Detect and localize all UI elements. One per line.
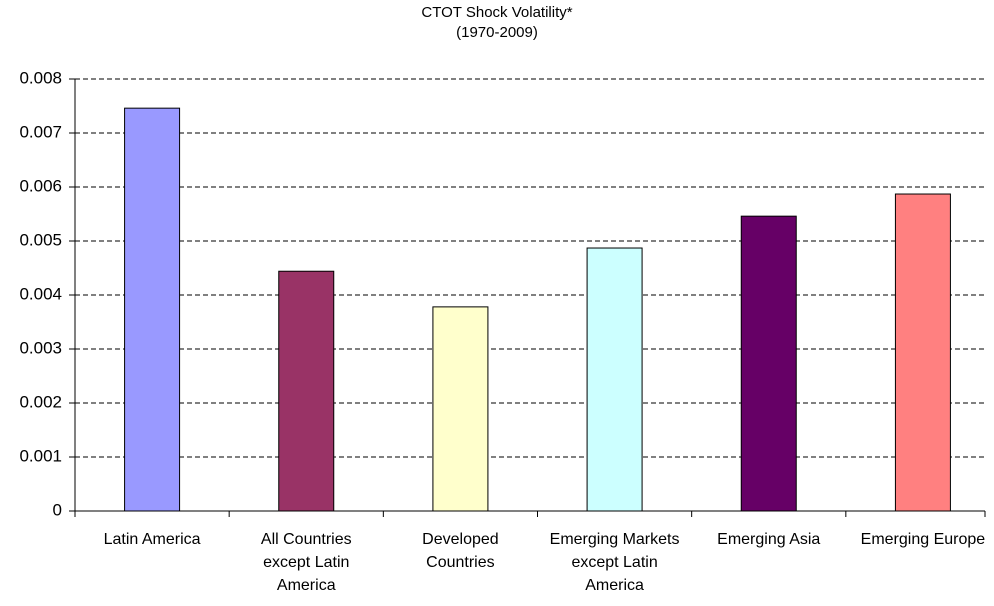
x-tick-label: Latin America [103,531,201,548]
chart-title: CTOT Shock Volatility* [421,4,572,21]
bar [586,247,643,512]
bar [124,107,181,512]
y-tick-label: 0.006 [19,176,62,195]
x-tick-label: Emerging Markets except Latin America [549,531,680,594]
y-tick-label: 0.002 [19,392,62,411]
y-tick-label: 0.007 [19,122,62,141]
y-tick-label: 0.003 [19,338,62,357]
y-tick-label: 0.008 [19,68,62,87]
x-tick-label: Emerging Asia [717,531,821,548]
chart-subtitle: (1970-2009) [456,24,538,41]
y-tick-label: 0 [53,500,62,519]
bar [740,215,797,512]
y-tick-label: 0.005 [19,230,62,249]
x-tick-label: All Countries except Latin America [260,531,352,594]
x-tick-label: Developed Countries [422,531,499,571]
y-tick-label: 0.004 [19,284,62,303]
bar [278,270,335,512]
x-tick-label: Emerging Europe [860,531,986,548]
bar [894,193,951,512]
bar [432,306,489,512]
y-tick-label: 0.001 [19,446,62,465]
